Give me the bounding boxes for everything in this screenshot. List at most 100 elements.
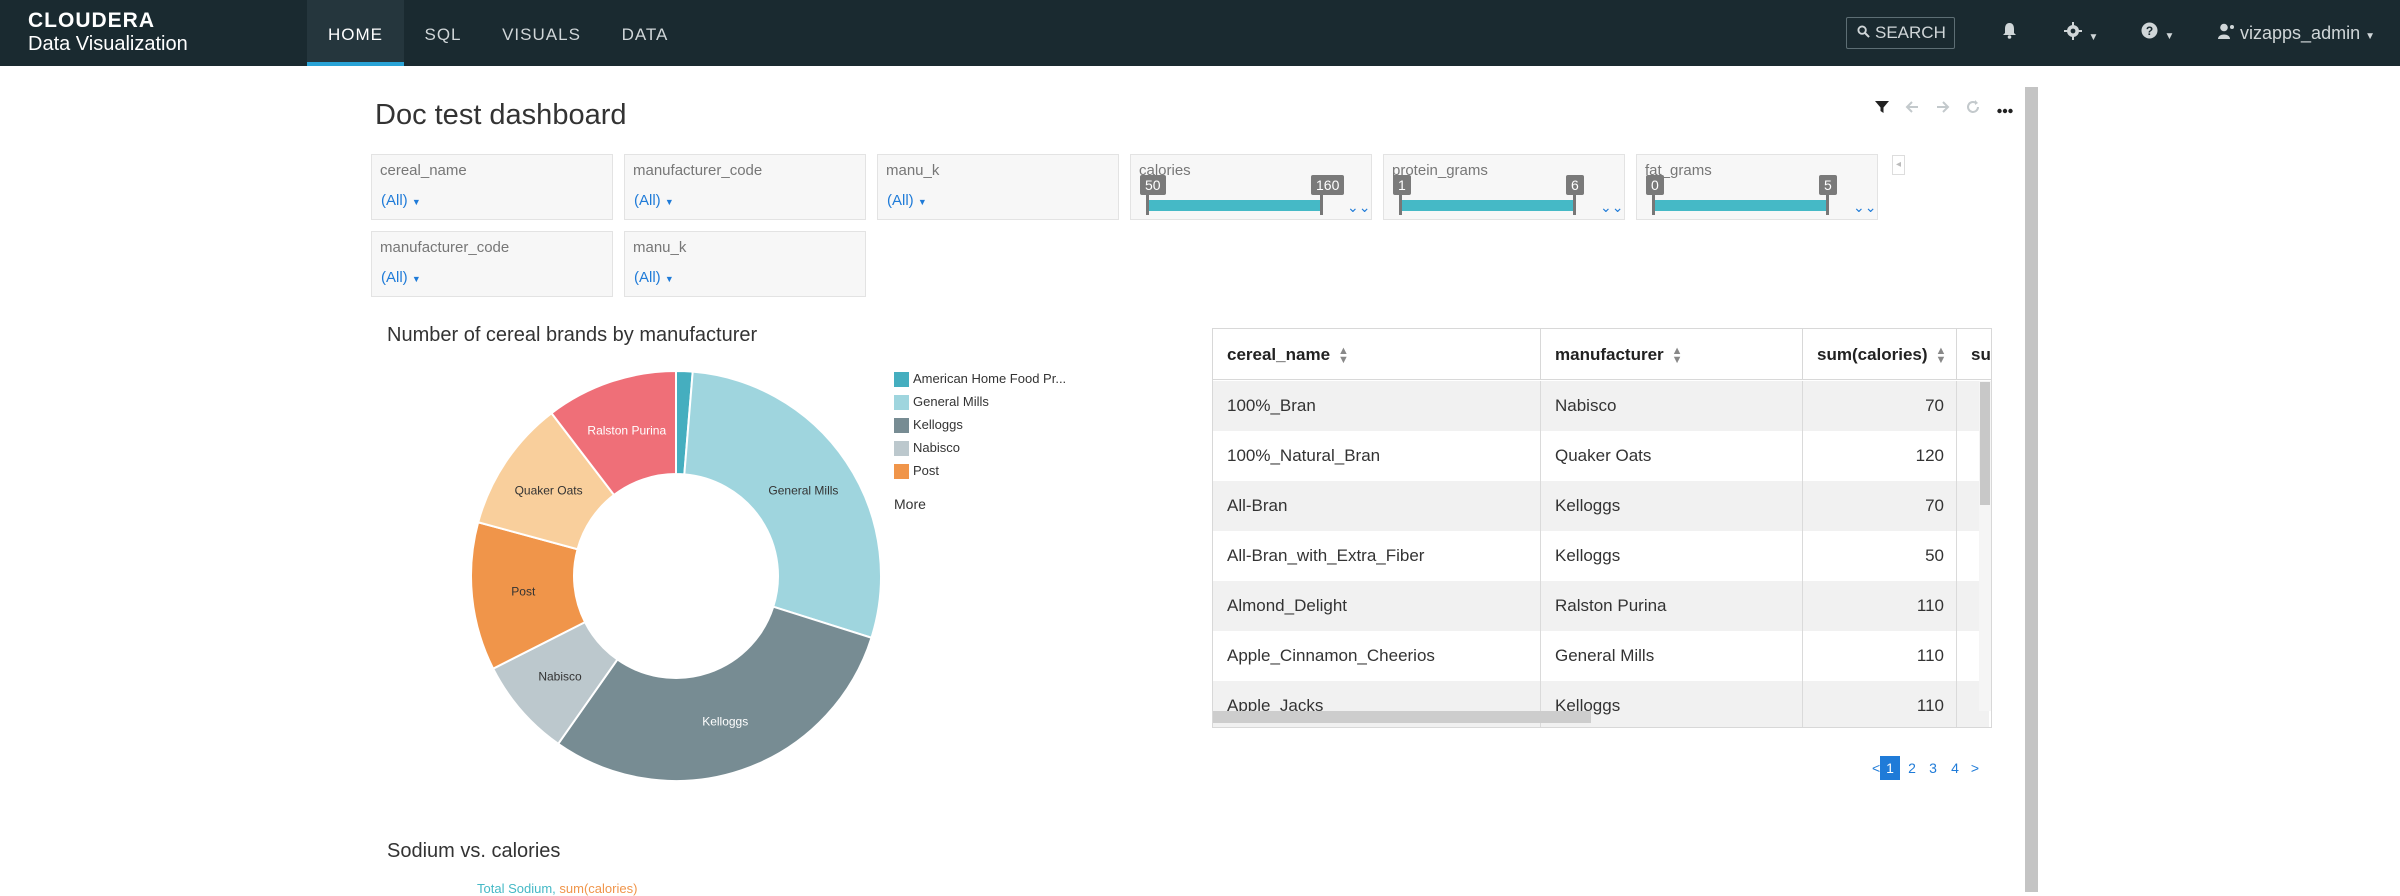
table-header: cereal_name ▲ ▼ manufacturer ▲ ▼ sum(calorie… — [1213, 329, 1991, 380]
pagination-page[interactable]: 3 — [1929, 760, 1937, 776]
range-min-value: 50 — [1140, 175, 1166, 195]
filter-dropdown[interactable]: (All) ▼ — [381, 192, 421, 209]
table-row[interactable]: Almond_Delight Ralston Purina 110 — [1213, 581, 1989, 631]
sort-icon: ▲ ▼ — [1935, 344, 1947, 366]
legend-label: Post — [913, 463, 940, 478]
column-header-manufacturer[interactable]: manufacturer ▲ ▼ — [1541, 329, 1803, 380]
pagination-prev[interactable]: < — [1872, 760, 1881, 776]
pagination-page[interactable]: 4 — [1951, 760, 1959, 776]
filter-label: manu_k — [633, 239, 687, 256]
table-row[interactable]: 100%_Natural_Bran Quaker Oats 120 — [1213, 431, 1989, 481]
redo-icon[interactable] — [1936, 100, 1950, 118]
range-handle-min[interactable] — [1652, 195, 1655, 215]
range-max-value: 160 — [1311, 175, 1345, 195]
cell-manufacturer: General Mills — [1541, 631, 1803, 681]
filter-dropdown[interactable]: (All) ▼ — [381, 269, 421, 286]
double-chevron-down-icon[interactable]: ⌄⌄ — [1600, 199, 1624, 215]
filter-fat-grams-range: fat_grams 0 5 ⌄⌄ — [1636, 154, 1878, 220]
filter-label: manufacturer_code — [380, 239, 510, 256]
legend-item[interactable]: Kelloggs — [894, 416, 1066, 439]
donut-slice-label: Nabisco — [538, 670, 582, 684]
legend-item[interactable]: American Home Food Pr... — [894, 370, 1066, 393]
pagination-page[interactable]: 2 — [1908, 760, 1916, 776]
cell-cereal-name: All-Bran — [1213, 481, 1541, 531]
legend-series-calories[interactable]: sum(calories) — [559, 881, 638, 896]
column-header-sum[interactable]: sum — [1971, 345, 1991, 364]
user-name: vizapps_admin — [2240, 23, 2361, 43]
range-min-value: 0 — [1646, 175, 1664, 195]
range-handle-min[interactable] — [1146, 195, 1149, 215]
table-horizontal-scrollbar[interactable] — [1213, 711, 1591, 723]
help-menu[interactable]: ? ▼ — [2141, 22, 2174, 48]
legend-item[interactable]: General Mills — [894, 393, 1066, 416]
search-button[interactable]: SEARCH — [1846, 17, 1955, 49]
pagination-next[interactable]: > — [1970, 760, 1980, 776]
scatter-chart-legend: Total Sodium, sum(calories) — [477, 881, 637, 896]
filter-dropdown[interactable]: (All) ▼ — [634, 192, 674, 209]
cell-sum-calories: 70 — [1803, 481, 1957, 531]
cell-cereal-name: All-Bran_with_Extra_Fiber — [1213, 531, 1541, 581]
table-row[interactable]: All-Bran_with_Extra_Fiber Kelloggs 50 — [1213, 531, 1989, 581]
donut-slice[interactable] — [683, 370, 882, 640]
undo-icon[interactable] — [1905, 100, 1919, 118]
range-handle-min[interactable] — [1399, 195, 1402, 215]
range-track[interactable] — [1400, 200, 1575, 211]
cell-manufacturer: Kelloggs — [1541, 681, 1803, 727]
cell-sum-calories: 110 — [1803, 631, 1957, 681]
collapse-filters-icon[interactable]: ◂ — [1892, 155, 1905, 175]
legend-item[interactable]: Nabisco — [894, 439, 1066, 462]
donut-chart[interactable]: General Mills Kelloggs Nabisco Post Quaker O… — [468, 368, 884, 784]
pagination-page[interactable]: 1 — [1880, 756, 1900, 780]
settings-menu[interactable]: ▼ — [2064, 22, 2098, 49]
double-chevron-down-icon[interactable]: ⌄⌄ — [1853, 199, 1877, 215]
cell-cereal-name: 100%_Natural_Bran — [1213, 431, 1541, 481]
filter-icon[interactable] — [1875, 100, 1889, 118]
dashboard-title: Doc test dashboard — [375, 99, 627, 131]
range-handle-max[interactable] — [1573, 195, 1576, 215]
nav-tab-home[interactable]: HOME — [307, 0, 404, 66]
legend-label: Nabisco — [913, 440, 960, 455]
cell-manufacturer: Nabisco — [1541, 381, 1803, 431]
refresh-icon[interactable] — [1966, 100, 1980, 118]
double-chevron-down-icon[interactable]: ⌄⌄ — [1347, 199, 1371, 215]
column-header-cereal-name[interactable]: cereal_name ▲ ▼ — [1213, 329, 1541, 380]
donut-slice-label: Ralston Purina — [587, 424, 666, 438]
nav-tab-visuals[interactable]: VISUALS — [502, 25, 581, 44]
nav-tab-data[interactable]: DATA — [621, 25, 669, 44]
scatter-chart-title: Sodium vs. calories — [387, 840, 561, 862]
help-icon: ? — [2141, 22, 2162, 43]
table-row[interactable]: 100%_Bran Nabisco 70 — [1213, 381, 1989, 431]
table-vertical-scroll-thumb[interactable] — [1980, 382, 1990, 505]
range-handle-max[interactable] — [1826, 195, 1829, 215]
legend-item[interactable]: Post — [894, 462, 1066, 485]
legend-more-link[interactable]: More — [894, 496, 926, 512]
nav-tab-sql[interactable]: SQL — [424, 25, 462, 44]
table-row[interactable]: All-Bran Kelloggs 70 — [1213, 481, 1989, 531]
filter-label: calories — [1139, 162, 1191, 179]
filter-dropdown[interactable]: (All) ▼ — [634, 269, 674, 286]
brand-logo[interactable]: CLOUDERA Data Visualization — [28, 10, 188, 56]
range-handle-max[interactable] — [1320, 195, 1323, 215]
chevron-down-icon: ▼ — [2164, 31, 2175, 42]
donut-slice[interactable] — [550, 369, 677, 497]
donut-slice[interactable] — [556, 605, 873, 782]
more-icon[interactable] — [1997, 101, 2013, 118]
page-scrollbar[interactable] — [2025, 87, 2038, 892]
range-track[interactable] — [1653, 200, 1828, 211]
range-track[interactable] — [1147, 200, 1322, 211]
chevron-down-icon: ▼ — [2088, 32, 2099, 43]
filter-manufacturer-code: manufacturer_code (All) ▼ — [624, 154, 866, 220]
legend-swatch — [894, 441, 909, 456]
legend-swatch — [894, 464, 909, 479]
cell-manufacturer: Kelloggs — [1541, 531, 1803, 581]
donut-slice-label: Post — [511, 585, 536, 599]
table-row[interactable]: Apple_Cinnamon_Cheerios General Mills 11… — [1213, 631, 1989, 681]
legend-series-sodium[interactable]: Total Sodium, — [477, 881, 556, 896]
svg-text:?: ? — [2146, 24, 2153, 38]
bell-icon[interactable] — [2002, 22, 2017, 46]
user-menu[interactable]: vizapps_admin ▼ — [2218, 22, 2375, 48]
donut-slice-label: Kelloggs — [702, 714, 748, 728]
column-header-sum-calories[interactable]: sum(calories) ▲ ▼ — [1803, 329, 1957, 380]
filter-dropdown[interactable]: (All) ▼ — [887, 192, 927, 209]
cell-manufacturer: Quaker Oats — [1541, 431, 1803, 481]
